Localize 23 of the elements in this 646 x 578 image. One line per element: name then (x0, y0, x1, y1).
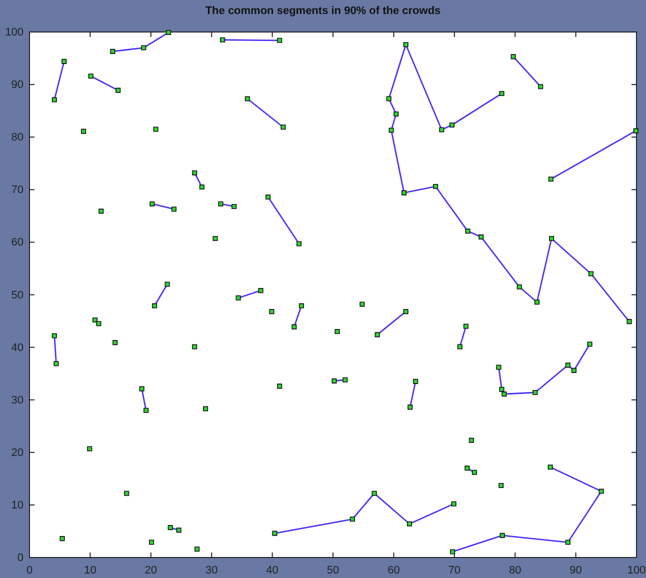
x-tick-label: 40 (266, 564, 278, 576)
y-tick-label: 0 (17, 552, 24, 564)
y-tick-label: 80 (11, 132, 24, 144)
y-tick-label: 40 (11, 342, 24, 354)
y-tick-label: 70 (11, 184, 24, 196)
y-tick-label: 30 (11, 394, 24, 406)
x-tick-label: 80 (508, 564, 522, 576)
x-tick-label: 100 (627, 564, 646, 576)
x-tick-label: 60 (388, 564, 400, 576)
y-tick-label: 60 (11, 236, 24, 249)
y-tick-label: 90 (11, 79, 24, 92)
y-tick-label: 20 (11, 446, 24, 459)
x-tick-label: 50 (326, 564, 340, 576)
x-tick-label: 10 (84, 564, 96, 576)
x-tick-label: 0 (26, 564, 33, 576)
y-tick-label: 10 (11, 499, 24, 512)
x-tick-label: 20 (144, 564, 158, 576)
y-tick-label: 100 (5, 26, 24, 39)
chart-title: The common segments in 90% of the crowds (205, 5, 441, 17)
x-tick-label: 90 (570, 564, 582, 576)
x-tick-label: 30 (205, 564, 218, 576)
y-tick-label: 50 (11, 289, 24, 302)
x-tick-label: 70 (448, 564, 461, 576)
